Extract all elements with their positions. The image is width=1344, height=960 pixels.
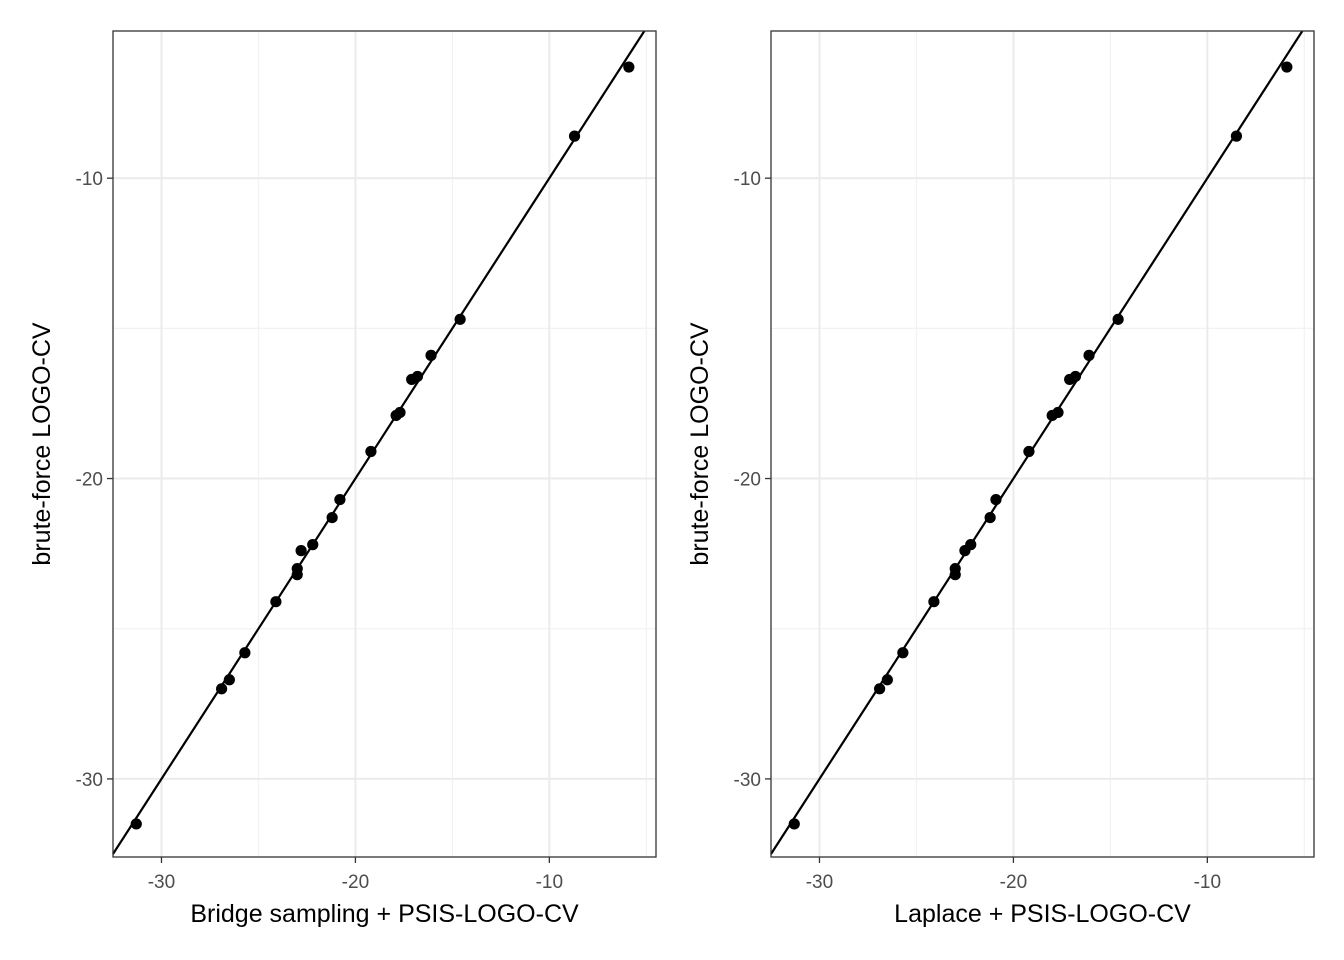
data-point [1083, 349, 1095, 361]
minor-grid-right [771, 31, 1314, 857]
data-point [1069, 370, 1082, 383]
identity-line-left [112, 30, 646, 855]
data-point [1023, 445, 1035, 458]
identity-line [770, 30, 1304, 855]
data-point [223, 674, 235, 686]
data-point [897, 647, 909, 659]
data-point [623, 61, 635, 73]
data-point [1112, 313, 1124, 325]
data-point [965, 539, 977, 551]
data-point [216, 683, 228, 695]
x-ticks-left: -30 -20 -10 [148, 857, 563, 893]
y-tick-label: -20 [734, 470, 761, 491]
data-points-left [130, 61, 635, 830]
data-point [425, 349, 437, 361]
data-point [239, 647, 251, 659]
x-axis-title-left: Bridge sampling + PSIS-LOGO-CV [190, 900, 579, 928]
y-ticks-left: -10 -20 -30 [76, 169, 113, 791]
data-point [990, 493, 1002, 506]
identity-line [112, 30, 646, 855]
panel-right: -30 -20 -10 -10 -20 -30 Laplace + PSIS-LOGO-… [686, 30, 1315, 928]
x-tick-label: -30 [148, 872, 175, 893]
data-point [394, 406, 406, 419]
y-tick-label: -10 [76, 169, 103, 190]
data-point [291, 569, 303, 581]
data-point [788, 818, 800, 830]
data-point [568, 130, 581, 142]
data-point [874, 683, 886, 695]
y-tick-label: -10 [734, 169, 761, 190]
y-tick-label: -30 [76, 770, 103, 791]
y-axis-title-right: brute-force LOGO-CV [686, 322, 714, 565]
x-axis-title-right: Laplace + PSIS-LOGO-CV [894, 900, 1191, 928]
plot-area-left [113, 31, 656, 857]
major-grid-right [771, 31, 1314, 857]
x-tick-label: -30 [806, 872, 833, 893]
y-tick-label: -30 [734, 770, 761, 791]
panel-left: -30 -20 -10 -10 -20 -30 Bridge sampling + PS… [28, 30, 657, 928]
data-point [326, 511, 338, 524]
data-point [365, 445, 377, 458]
data-point [1230, 130, 1243, 142]
y-ticks-right: -10 -20 -30 [734, 169, 771, 791]
x-tick-label: -20 [342, 872, 369, 893]
y-tick-label: -20 [76, 470, 103, 491]
x-tick-label: -10 [1194, 872, 1221, 893]
data-point [454, 313, 466, 325]
data-point [984, 511, 996, 524]
data-point [928, 596, 940, 608]
y-axis-title-left: brute-force LOGO-CV [28, 322, 56, 565]
data-point [411, 370, 424, 383]
data-point [1281, 61, 1293, 73]
minor-grid-left [113, 31, 656, 857]
data-point [1052, 406, 1064, 419]
x-ticks-right: -30 -20 -10 [806, 857, 1221, 893]
data-points-right [788, 61, 1293, 830]
identity-line-right [770, 30, 1304, 855]
x-tick-label: -20 [1000, 872, 1027, 893]
data-point [334, 493, 346, 506]
plot-area-right [771, 31, 1314, 857]
data-point [881, 674, 893, 686]
data-point [307, 539, 319, 551]
data-point [295, 545, 307, 557]
data-point [949, 569, 961, 581]
plot-border-right [770, 30, 1315, 858]
data-point [270, 596, 282, 608]
plot-border-left [112, 30, 657, 858]
x-tick-label: -10 [536, 872, 563, 893]
data-point [130, 818, 142, 830]
major-grid-left [113, 31, 656, 857]
